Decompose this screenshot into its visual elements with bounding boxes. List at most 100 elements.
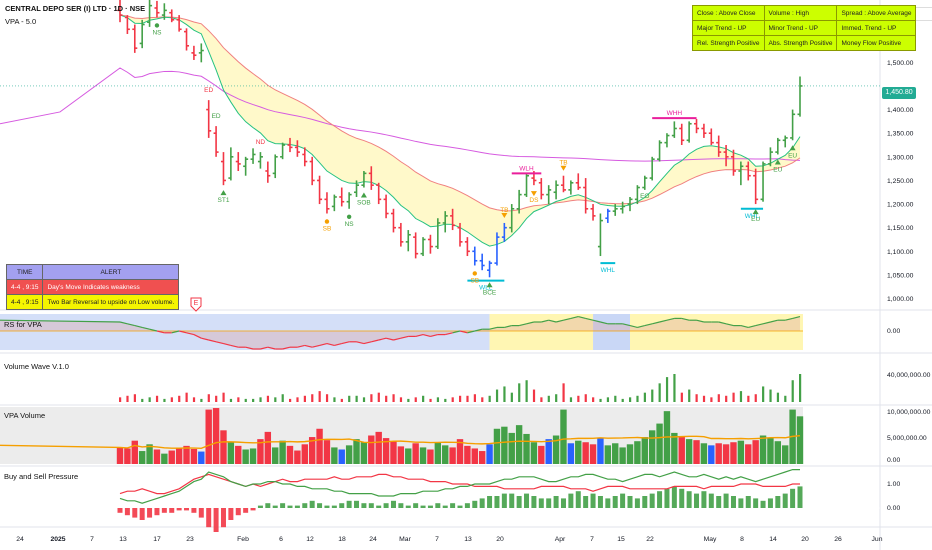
price-tick-label: 1,100.00 bbox=[887, 249, 914, 256]
pressure-histogram-bar bbox=[575, 491, 581, 508]
vpa-volume-bar bbox=[183, 445, 190, 464]
vpa-volume-bar bbox=[316, 428, 323, 464]
vpa-volume-bar bbox=[264, 431, 272, 464]
status-cell: Money Flow Positive bbox=[836, 35, 917, 51]
wave-bar bbox=[370, 394, 373, 402]
vpa-volume-bar bbox=[634, 441, 641, 464]
alert-text: Day's Move Indicates weakness bbox=[42, 279, 180, 295]
pressure-histogram-bar bbox=[509, 493, 515, 508]
pressure-tick-label: 1.00 bbox=[887, 481, 900, 488]
pressure-histogram-bar bbox=[745, 496, 751, 508]
wave-bar bbox=[577, 395, 580, 402]
vpa-volume-bar bbox=[449, 447, 456, 464]
vpa-volume-bar bbox=[375, 431, 382, 464]
rs-line-segment bbox=[592, 319, 601, 323]
vpa-volume-bar bbox=[648, 430, 656, 464]
pressure-plot bbox=[0, 469, 880, 532]
signal-label: ED bbox=[204, 87, 213, 94]
pressure-pane-title[interactable]: Buy and Sell Pressure bbox=[4, 472, 79, 481]
vpa-volume-bar bbox=[626, 444, 634, 464]
ohlc-bar bbox=[472, 246, 478, 266]
ohlc-bar bbox=[383, 194, 389, 219]
wave-bar bbox=[296, 397, 299, 402]
wave-bar bbox=[192, 397, 196, 402]
ohlc-bar bbox=[450, 208, 456, 231]
symbol-title[interactable]: CENTRAL DEPO SER (I) LTD · 1D · NSE bbox=[5, 4, 146, 13]
signal-triangle bbox=[501, 212, 508, 218]
wave-bar bbox=[710, 397, 713, 402]
pressure-histogram-bar bbox=[376, 505, 382, 508]
vpa-pane-title[interactable]: VPA Volume bbox=[4, 411, 46, 420]
vpa-volume-bar bbox=[693, 440, 700, 464]
wave-bar bbox=[466, 395, 469, 402]
rs-line-segment bbox=[393, 337, 402, 341]
pressure-histogram-bar bbox=[642, 496, 648, 508]
pressure-histogram-bar bbox=[117, 508, 123, 513]
wave-bar bbox=[126, 395, 129, 402]
rs-line-segment bbox=[785, 317, 793, 321]
rs-line-segment bbox=[127, 323, 135, 327]
vpa-volume-bar bbox=[242, 449, 249, 464]
status-cell: Abs. Strength Positive bbox=[763, 35, 838, 51]
pressure-histogram-bar bbox=[368, 503, 374, 508]
wave-bar bbox=[436, 397, 440, 402]
ohlc-bar bbox=[701, 123, 707, 138]
wave-pane-title[interactable]: Volume Wave V.1.0 bbox=[4, 362, 69, 371]
vpa-volume-bar bbox=[227, 442, 235, 464]
rs-area bbox=[0, 316, 800, 349]
indicator-title[interactable]: VPA - 5.0 bbox=[5, 17, 37, 26]
vpa-volume-bar bbox=[752, 440, 759, 464]
rs-line-segment bbox=[282, 346, 291, 350]
ohlc-bar bbox=[775, 137, 781, 155]
wave-bar bbox=[237, 397, 240, 402]
vpa-volume-bar bbox=[464, 445, 471, 464]
vpa-volume-bar bbox=[678, 437, 685, 464]
ohlc-bar bbox=[590, 204, 596, 221]
ohlc-bar bbox=[287, 137, 293, 153]
wave-bar bbox=[215, 395, 218, 402]
rs-line-segment bbox=[260, 346, 268, 350]
pressure-histogram-bar bbox=[154, 508, 160, 516]
wave-bar bbox=[459, 395, 462, 402]
ohlc-bar bbox=[790, 109, 796, 141]
wave-bar bbox=[229, 398, 233, 402]
pressure-histogram-bar bbox=[634, 498, 640, 508]
wave-bar bbox=[385, 395, 388, 402]
status-cell: Spread : Above Average bbox=[836, 5, 917, 21]
pressure-histogram-bar bbox=[124, 508, 130, 516]
wave-bar bbox=[244, 398, 247, 402]
wave-bar bbox=[688, 389, 691, 402]
vpa-volume-bar bbox=[220, 430, 227, 464]
vpa-volume-bar bbox=[345, 445, 353, 464]
level-label: WLL bbox=[479, 285, 493, 292]
event-marker[interactable]: E bbox=[190, 297, 202, 312]
wave-bar bbox=[429, 398, 432, 402]
x-tick-label: May bbox=[704, 536, 717, 543]
rs-line-segment bbox=[652, 321, 660, 325]
ohlc-bar bbox=[117, 0, 123, 23]
x-tick-label: 6 bbox=[279, 536, 283, 543]
pressure-histogram-bar bbox=[657, 491, 663, 508]
vpa-volume-bar bbox=[198, 451, 205, 464]
signal-triangle bbox=[486, 282, 493, 288]
ohlc-bar bbox=[745, 161, 751, 181]
pressure-histogram-bar bbox=[339, 503, 345, 508]
signal-label: DS bbox=[529, 197, 539, 204]
vpa-volume-bar bbox=[597, 438, 604, 464]
pressure-histogram-bar bbox=[797, 486, 803, 508]
pressure-histogram-bar bbox=[442, 505, 448, 508]
vpa-volume-bar bbox=[685, 439, 693, 464]
rs-line-segment bbox=[178, 330, 187, 334]
rs-pane-title[interactable]: RS for VPA bbox=[4, 320, 42, 329]
rs-line-segment bbox=[0, 319, 121, 323]
ohlc-bar bbox=[398, 222, 404, 247]
vpa-volume-bar bbox=[397, 446, 405, 464]
wave-bar bbox=[717, 394, 720, 402]
pressure-histogram-bar bbox=[560, 498, 566, 508]
vpa-volume-bar bbox=[331, 447, 338, 464]
ohlc-bar bbox=[250, 148, 256, 164]
signal-triangle bbox=[752, 209, 759, 215]
alert-row: 4-4 , 9:15 Day's Move Indicates weakness bbox=[5, 279, 180, 295]
x-tick-label: 12 bbox=[306, 536, 314, 543]
